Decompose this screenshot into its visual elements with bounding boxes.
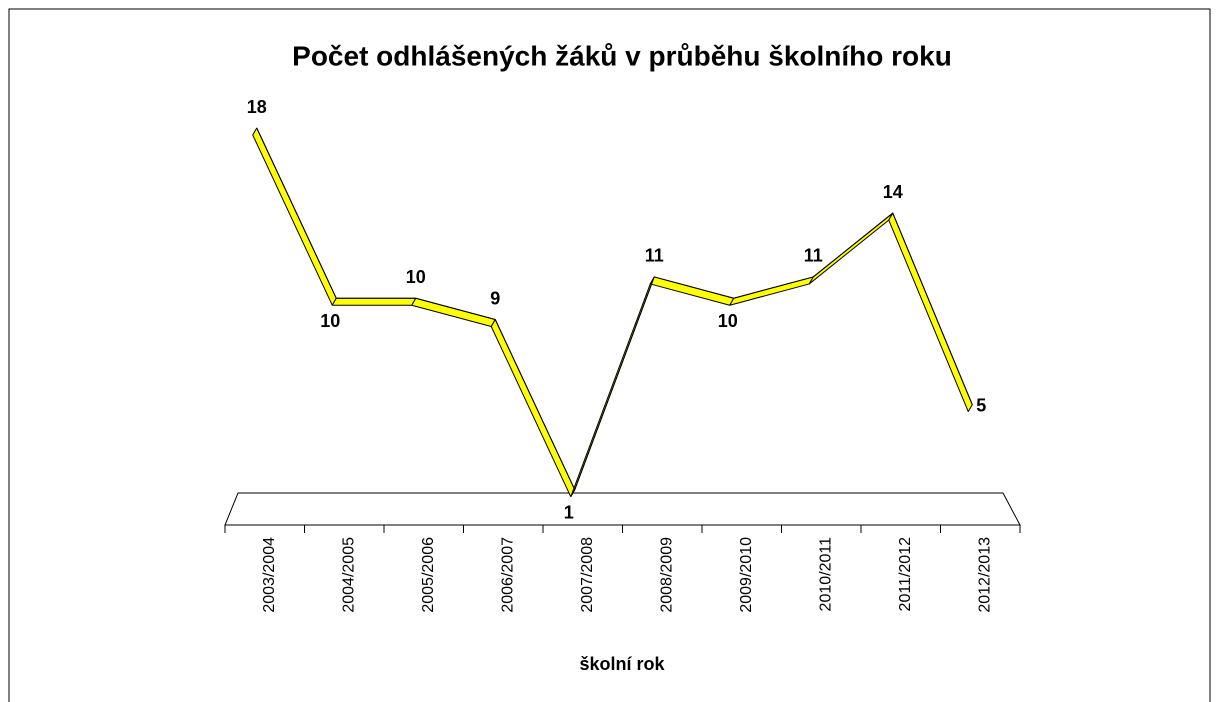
data-label: 9 — [490, 288, 500, 308]
ribbon-segment — [729, 276, 814, 306]
x-tick-label: 2003/2004 — [261, 537, 278, 613]
x-tick-label: 2010/2011 — [817, 537, 834, 612]
ribbon-segment — [888, 212, 973, 412]
ribbon-segment — [649, 276, 735, 306]
x-tick-label: 2011/2012 — [897, 537, 914, 612]
x-axis-label: školní rok — [579, 654, 665, 674]
ribbon-segment — [411, 297, 496, 327]
data-label: 11 — [804, 246, 823, 266]
data-label: 10 — [406, 267, 426, 287]
x-tick-label: 2012/2013 — [976, 537, 993, 613]
x-tick-label: 2009/2010 — [738, 537, 755, 613]
x-tick-label: 2008/2009 — [658, 537, 675, 613]
chart-title: Počet odhlášených žáků v průběhu školníh… — [292, 40, 952, 71]
line — [256, 127, 973, 492]
data-label: 5 — [976, 395, 986, 415]
x-tick-label: 2007/2008 — [579, 537, 596, 613]
chart-border — [8, 8, 1211, 702]
data-label: 11 — [645, 246, 664, 266]
x-tick-label: 2004/2005 — [340, 537, 357, 613]
ribbon-segment — [490, 319, 576, 497]
ribbon-segment — [252, 127, 337, 306]
data-label: 10 — [718, 311, 738, 331]
x-tick-label: 2005/2006 — [420, 537, 437, 613]
data-label: 18 — [247, 97, 267, 117]
ribbon-segment — [331, 297, 417, 306]
data-label: 10 — [320, 311, 340, 331]
x-tick-label: 2006/2007 — [499, 537, 516, 613]
data-label: 14 — [883, 182, 903, 202]
floor — [224, 492, 1021, 526]
data-label: 1 — [564, 502, 574, 522]
